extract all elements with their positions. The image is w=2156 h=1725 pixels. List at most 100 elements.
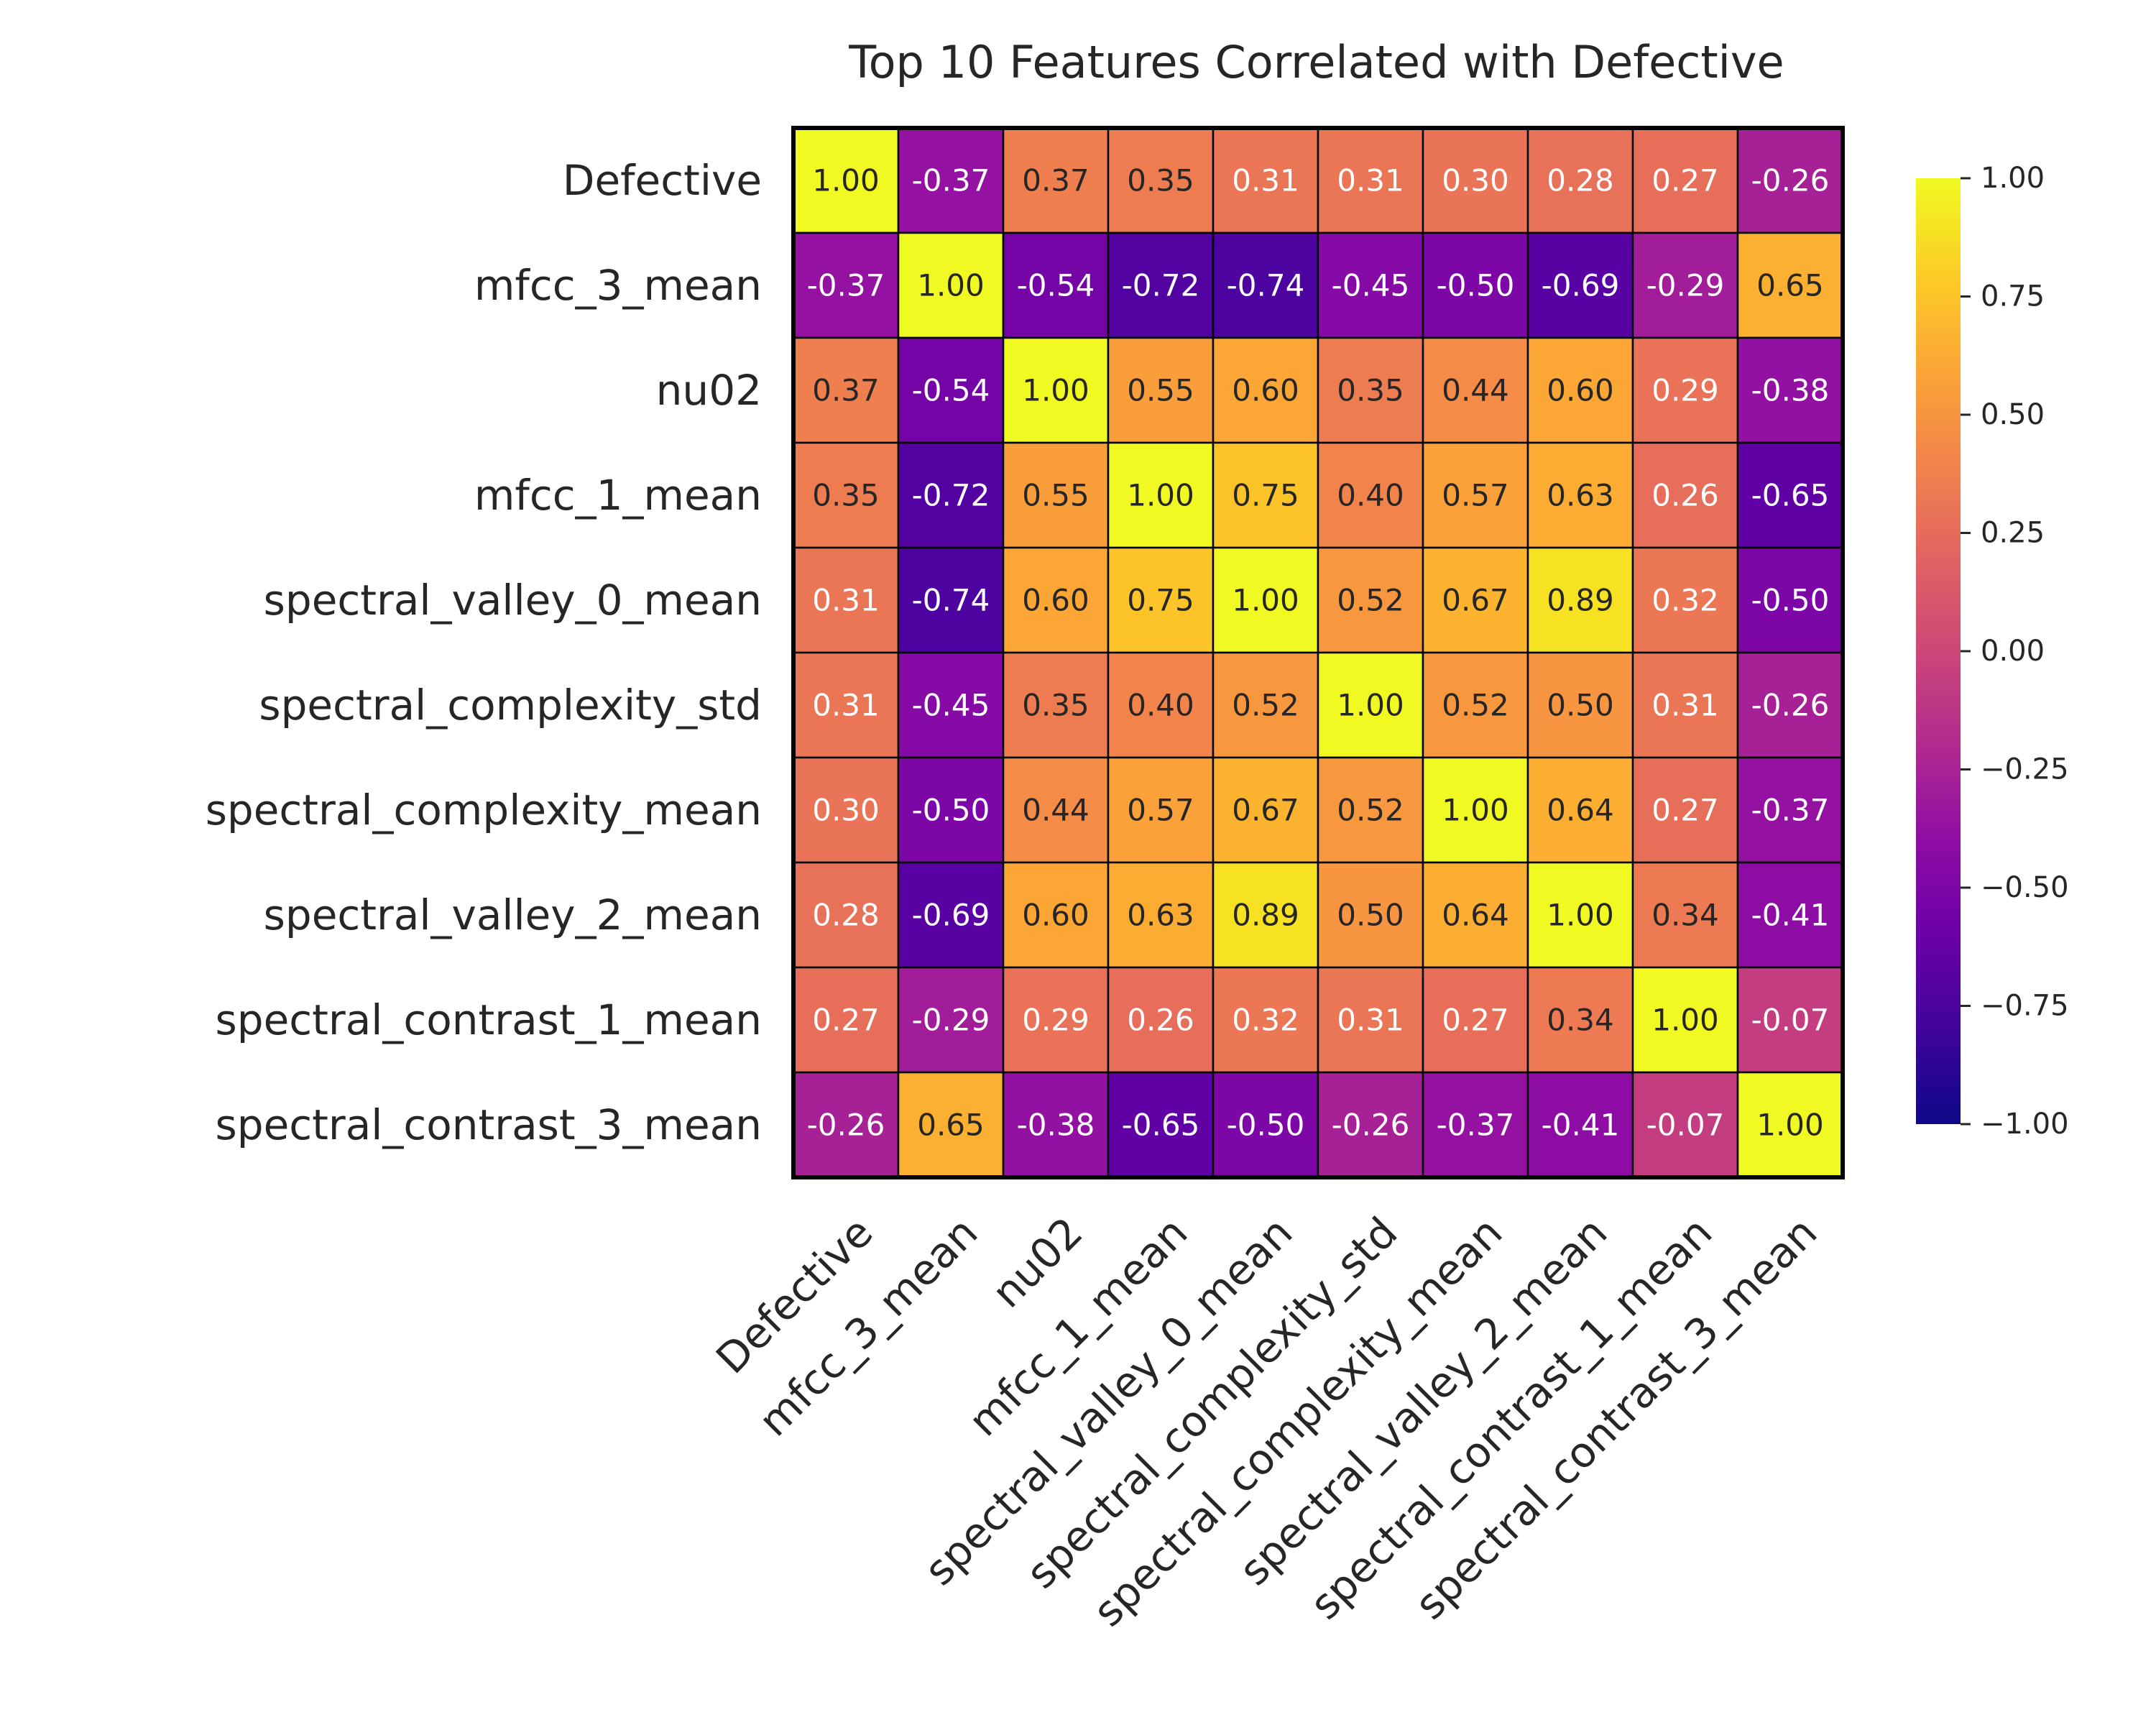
heatmap-cell-value: -0.26 bbox=[1751, 688, 1830, 723]
heatmap-cell-value: 0.64 bbox=[1547, 793, 1614, 828]
heatmap-cell bbox=[792, 126, 900, 234]
heatmap-cell bbox=[1736, 441, 1844, 549]
heatmap-cell bbox=[1422, 336, 1529, 444]
heatmap-cell-value: 0.30 bbox=[1442, 163, 1509, 198]
heatmap-cell-value: 1.00 bbox=[1127, 478, 1194, 513]
heatmap-cell-value: 0.60 bbox=[1232, 373, 1299, 408]
heatmap-cell-value: 0.31 bbox=[1232, 163, 1299, 198]
colorbar-ticks: 1.00 0.75 0.50 0.25 0.00 −0.25 −0.50 −0.75 −1.00 bbox=[1961, 162, 2069, 1141]
heatmap-cell-value: 0.89 bbox=[1232, 898, 1299, 933]
heatmap-cell-value: -0.45 bbox=[1332, 268, 1410, 303]
heatmap-cell bbox=[1526, 756, 1634, 864]
heatmap-cell-value: -0.26 bbox=[1332, 1108, 1410, 1143]
heatmap-cell bbox=[1212, 966, 1319, 1074]
heatmap-cell-value: 1.00 bbox=[1651, 1003, 1719, 1038]
chart-title: Top 10 Features Correlated with Defectiv… bbox=[848, 36, 1784, 88]
heatmap-cell-value: 1.00 bbox=[1442, 793, 1509, 828]
heatmap-cell-value: -0.74 bbox=[912, 583, 990, 618]
heatmap-cell-value: 0.27 bbox=[1651, 163, 1719, 198]
y-tick-label: mfcc_1_mean bbox=[474, 471, 762, 520]
heatmap-cell-value: 0.52 bbox=[1232, 688, 1299, 723]
heatmap-cell-value: 0.65 bbox=[1756, 268, 1824, 303]
heatmap-cell-value: 0.27 bbox=[1651, 793, 1719, 828]
heatmap-cell bbox=[1212, 651, 1319, 759]
heatmap-cell-value: -0.41 bbox=[1542, 1108, 1620, 1143]
heatmap-cell bbox=[1631, 651, 1739, 759]
heatmap-cell bbox=[1317, 1071, 1424, 1179]
heatmap-cell bbox=[1526, 1071, 1634, 1179]
heatmap-cell bbox=[1422, 546, 1529, 654]
heatmap-cell-value: 0.30 bbox=[812, 793, 880, 828]
heatmap-cell-value: -0.26 bbox=[807, 1108, 885, 1143]
heatmap-cell-value: 0.37 bbox=[812, 373, 880, 408]
heatmap-cell bbox=[1317, 756, 1424, 864]
heatmap-cell bbox=[1107, 231, 1215, 339]
colorbar bbox=[1916, 178, 1961, 1124]
heatmap-cell bbox=[792, 441, 900, 549]
heatmap-cell-value: 0.40 bbox=[1337, 478, 1404, 513]
y-tick-label: spectral_contrast_1_mean bbox=[216, 995, 762, 1044]
colorbar-tick-label: 0.50 bbox=[1981, 398, 2045, 431]
heatmap-cell bbox=[1526, 126, 1634, 234]
heatmap-cell-value: 0.67 bbox=[1232, 793, 1299, 828]
heatmap-cell-value: 0.57 bbox=[1442, 478, 1509, 513]
heatmap-cell bbox=[897, 546, 1005, 654]
heatmap-cell-value: -0.38 bbox=[1751, 373, 1830, 408]
heatmap-cell-value: 0.35 bbox=[1337, 373, 1404, 408]
colorbar-tick-label: 0.75 bbox=[1981, 280, 2045, 313]
heatmap-cell bbox=[1631, 441, 1739, 549]
heatmap-cell-value: 0.40 bbox=[1127, 688, 1194, 723]
heatmap-cell-value: -0.37 bbox=[1437, 1108, 1515, 1143]
heatmap-cell bbox=[792, 651, 900, 759]
heatmap-cell bbox=[1317, 861, 1424, 969]
heatmap-cell bbox=[1317, 546, 1424, 654]
heatmap-cell bbox=[1107, 1071, 1215, 1179]
x-axis-tick-labels: Defectivemfcc_3_meannu02mfcc_1_meanspect… bbox=[706, 1208, 1826, 1636]
heatmap-cell bbox=[1631, 861, 1739, 969]
y-tick-label: spectral_complexity_std bbox=[259, 681, 762, 730]
heatmap-cell-value: 0.64 bbox=[1442, 898, 1509, 933]
y-tick-label: Defective bbox=[563, 156, 762, 205]
heatmap-cell-value: 0.31 bbox=[1337, 163, 1404, 198]
heatmap-cell bbox=[1526, 546, 1634, 654]
heatmap-cell bbox=[1422, 441, 1529, 549]
y-tick-label: spectral_contrast_3_mean bbox=[216, 1100, 762, 1149]
colorbar-tick-label: 1.00 bbox=[1981, 162, 2045, 195]
heatmap-cell bbox=[1317, 126, 1424, 234]
heatmap-cell-value: -0.54 bbox=[1017, 268, 1095, 303]
heatmap-cell bbox=[1002, 336, 1110, 444]
heatmap-cell-value: 0.60 bbox=[1022, 898, 1089, 933]
y-tick-label: mfcc_3_mean bbox=[474, 261, 762, 310]
heatmap-cell bbox=[1212, 336, 1319, 444]
heatmap-cell-value: -0.74 bbox=[1227, 268, 1305, 303]
heatmap-cell-value: 1.00 bbox=[1022, 373, 1089, 408]
heatmap-cell bbox=[1212, 861, 1319, 969]
heatmap-cell-labels: 1.00 -0.37 0.37 0.35 0.31 0.31 0.30 0.28 0.27 -0.… bbox=[807, 163, 1830, 1143]
heatmap-cell-value: 0.50 bbox=[1547, 688, 1614, 723]
heatmap-cell-value: -0.50 bbox=[1437, 268, 1515, 303]
heatmap-cell-value: 0.34 bbox=[1547, 1003, 1614, 1038]
heatmap-cell bbox=[1212, 546, 1319, 654]
heatmap-cell-value: -0.50 bbox=[1227, 1108, 1305, 1143]
heatmap-cell-value: 0.27 bbox=[1442, 1003, 1509, 1038]
heatmap-cell bbox=[1736, 546, 1844, 654]
heatmap-cell-value: -0.26 bbox=[1751, 163, 1830, 198]
heatmap-cell bbox=[1631, 336, 1739, 444]
heatmap-cell bbox=[1631, 1071, 1739, 1179]
heatmap-cell-value: 0.32 bbox=[1232, 1003, 1299, 1038]
heatmap-cell-value: 0.55 bbox=[1127, 373, 1194, 408]
heatmap-cell-value: 0.60 bbox=[1022, 583, 1089, 618]
heatmap-cell bbox=[897, 861, 1005, 969]
heatmap-cell bbox=[1422, 756, 1529, 864]
heatmap-cell-value: 0.31 bbox=[812, 583, 880, 618]
heatmap-cell bbox=[1422, 861, 1529, 969]
heatmap-cell-value: 1.00 bbox=[1232, 583, 1299, 618]
heatmap-cell bbox=[1526, 966, 1634, 1074]
heatmap-cell-value: 0.67 bbox=[1442, 583, 1509, 618]
heatmap-cell bbox=[1736, 756, 1844, 864]
heatmap-cell bbox=[1317, 231, 1424, 339]
heatmap-cell-value: -0.72 bbox=[912, 478, 990, 513]
heatmap-cell bbox=[1736, 1071, 1844, 1179]
heatmap-cell bbox=[897, 126, 1005, 234]
